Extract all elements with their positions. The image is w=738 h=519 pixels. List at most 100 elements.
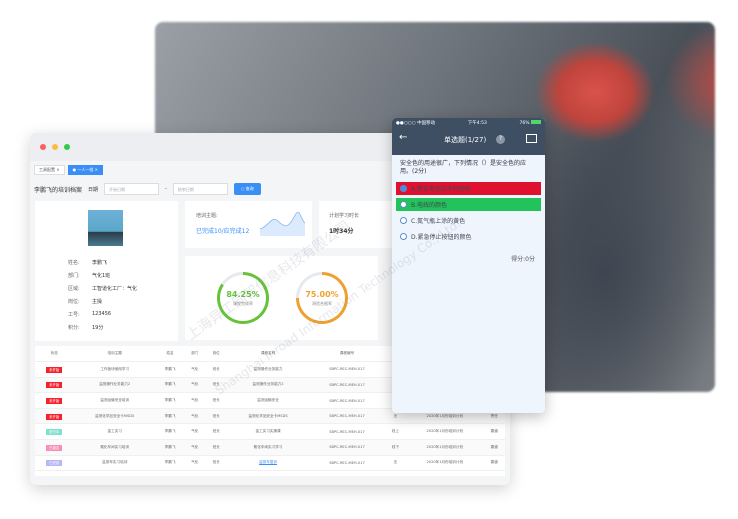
minimize-dot[interactable]	[52, 144, 58, 150]
table-cell: 班长	[205, 439, 227, 456]
date-label: 日期	[88, 186, 99, 193]
column-header: 培训主题	[73, 346, 156, 363]
profile-card: 姓名: 李鹏飞 部门: 气化1班 区域: 工智道化工厂：气化 岗位: 主操 工号: 123456 积…	[35, 201, 178, 341]
status-badge: 未开始	[46, 398, 63, 405]
table-cell: 气化	[184, 408, 206, 425]
tab-tools[interactable]: 工具配置 ×	[34, 165, 65, 175]
table-cell: 2020年1月份培训计划	[406, 423, 484, 441]
status-badge: 已报名	[46, 444, 63, 451]
maximize-dot[interactable]	[64, 144, 70, 150]
table-cell: 氨化车间实习培训	[73, 439, 156, 456]
table-cell: 气化	[184, 423, 206, 441]
table-cell: 监测化学品安全卡MSDS	[73, 408, 156, 425]
plan-label: 计划学习时长	[329, 213, 360, 219]
tab-label: 工具配置	[39, 167, 55, 172]
table-cell: 工作板块使用学习	[73, 361, 156, 378]
tab-profile[interactable]: ● 一人一档 ×	[67, 165, 104, 175]
table-cell: 监测操作业务能力2	[73, 377, 156, 394]
table-cell: 监测车实习培训	[73, 455, 156, 472]
radio-icon	[400, 232, 407, 240]
topic-card: 培训主题: 已完成10/应完成12	[185, 201, 312, 248]
column-header: 岗位	[205, 346, 227, 363]
topic-value: 已完成10/应完成12	[196, 228, 250, 235]
rate-label: 测验合格率	[312, 300, 332, 306]
tab-label: 一人一档	[77, 167, 94, 172]
rate-value: 75.00%	[305, 289, 339, 299]
table-cell: 金工实习	[73, 423, 156, 441]
status-badge: 未开始	[46, 382, 63, 389]
status-badge: 未开始	[46, 413, 63, 420]
search-button[interactable]: ○ 查询	[233, 183, 261, 195]
start-date-input[interactable]: 开始日期	[104, 183, 160, 195]
answer-option[interactable]: B.电线的颜色	[396, 197, 541, 211]
help-icon[interactable]: ?	[496, 135, 505, 144]
question-title: 单选题(1/27)	[444, 136, 487, 144]
column-header: 状态	[35, 346, 74, 363]
table-cell: 线上	[384, 423, 407, 441]
answer-card-icon[interactable]	[526, 134, 537, 143]
table-cell: SBPC-REC-MEH-017	[309, 361, 385, 378]
question-text: 安全色的用途很广，下列情况（）是安全色的应用。(2分)	[400, 160, 527, 176]
table-cell: 监测运输安全	[226, 392, 310, 409]
table-cell: 霸道	[483, 423, 505, 441]
pass-rate-ring: 75.00% 测验合格率	[296, 272, 348, 324]
profile-field: 姓名: 李鹏飞	[68, 260, 108, 266]
table-cell: SBPC-REC-MEH-017	[309, 377, 385, 394]
table-row[interactable]: 进行中 金工实习 李鹏飞 气化 班长 金工实习实操课 SBPC-REC-MEH-017 线上 2…	[35, 423, 505, 441]
table-cell: 监测化学品安全卡MSDS	[226, 408, 310, 425]
phone-header: ●●○○○ 中国移动 下午4:53 76% ← 单选题(1/27) ?	[392, 118, 545, 155]
plan-value: 1时34分	[329, 228, 354, 235]
table-cell: 气化	[184, 455, 206, 472]
sparkline-icon	[260, 211, 305, 236]
table-cell: 监测运输安全培训	[73, 392, 156, 409]
answer-option[interactable]: C.氮气瓶上涂的黄色	[396, 214, 541, 227]
table-row[interactable]: 已完成 监测车实习培训 李鹏飞 气化 班长 监测车复训 SBPC-REC-MEH-017 无 2…	[35, 455, 505, 472]
table-cell: 气化	[184, 392, 206, 409]
score: 得分:0分	[511, 255, 535, 263]
phone-quiz: ●●○○○ 中国移动 下午4:53 76% ← 单选题(1/27) ? 安全色的…	[392, 118, 545, 413]
column-header: 姓名	[155, 346, 185, 363]
radio-icon	[400, 216, 407, 224]
table-cell: 无	[384, 455, 407, 472]
table-cell: 李鹏飞	[155, 455, 185, 472]
radio-icon	[400, 200, 407, 208]
profile-field: 积分: 19分	[68, 325, 104, 331]
answer-option[interactable]: D.紧急停止按钮的颜色	[396, 230, 541, 243]
profile-field: 区域: 工智道化工厂：气化	[68, 286, 138, 292]
profile-field: 工号: 123456	[68, 311, 112, 318]
table-row[interactable]: 已报名 氨化车间实习培训 李鹏飞 气化 班长 氨化车间实习学习 SBPC-REC-MEH-0…	[35, 439, 505, 456]
search-label: 查询	[245, 186, 254, 191]
table-cell: 李鹏飞	[155, 392, 185, 409]
table-cell: 李鹏飞	[155, 423, 185, 441]
table-cell: 监测车复训	[226, 455, 310, 472]
back-arrow-icon[interactable]: ←	[399, 132, 408, 143]
table-cell: 班长	[205, 361, 227, 378]
table-cell: 李鹏飞	[155, 439, 185, 456]
close-dot[interactable]	[40, 144, 46, 150]
column-header: 课程名称	[226, 346, 310, 363]
table-cell: SBPC-REC-MEH-017	[309, 455, 385, 472]
table-cell: 班长	[205, 423, 227, 441]
column-header: 课程编号	[309, 346, 385, 363]
table-cell: 霸道	[483, 455, 505, 472]
table-cell: SBPC-REC-MEH-017	[309, 439, 385, 456]
table-cell: 霸道	[483, 439, 505, 456]
table-cell: 班长	[205, 408, 227, 425]
table-cell: 氨化车间实习学习	[226, 439, 310, 456]
table-cell: 线下	[384, 439, 407, 456]
table-cell: 李鹏飞	[155, 408, 185, 425]
table-cell: SBPC-REC-MEH-017	[309, 408, 385, 425]
answer-option[interactable]: A.警告等色的不同颜色	[396, 181, 541, 195]
table-cell: 李鹏飞	[155, 377, 185, 394]
battery: 76%	[520, 120, 541, 126]
end-date-input[interactable]: 结束日期	[172, 183, 228, 195]
avatar	[88, 210, 123, 246]
profile-field: 岗位: 主操	[68, 299, 103, 305]
carrier: ●●○○○ 中国移动	[396, 121, 436, 126]
table-cell: 班长	[205, 455, 227, 472]
table-cell: 2020年1月份培训计划	[406, 439, 484, 456]
topic-label: 培训主题:	[196, 213, 218, 219]
table-cell: 李鹏飞	[155, 361, 185, 378]
rates-card: 84.25% 课程完成率 75.00% 测验合格率	[185, 256, 378, 340]
table-cell: 2020年1月份培训计划	[406, 455, 484, 472]
